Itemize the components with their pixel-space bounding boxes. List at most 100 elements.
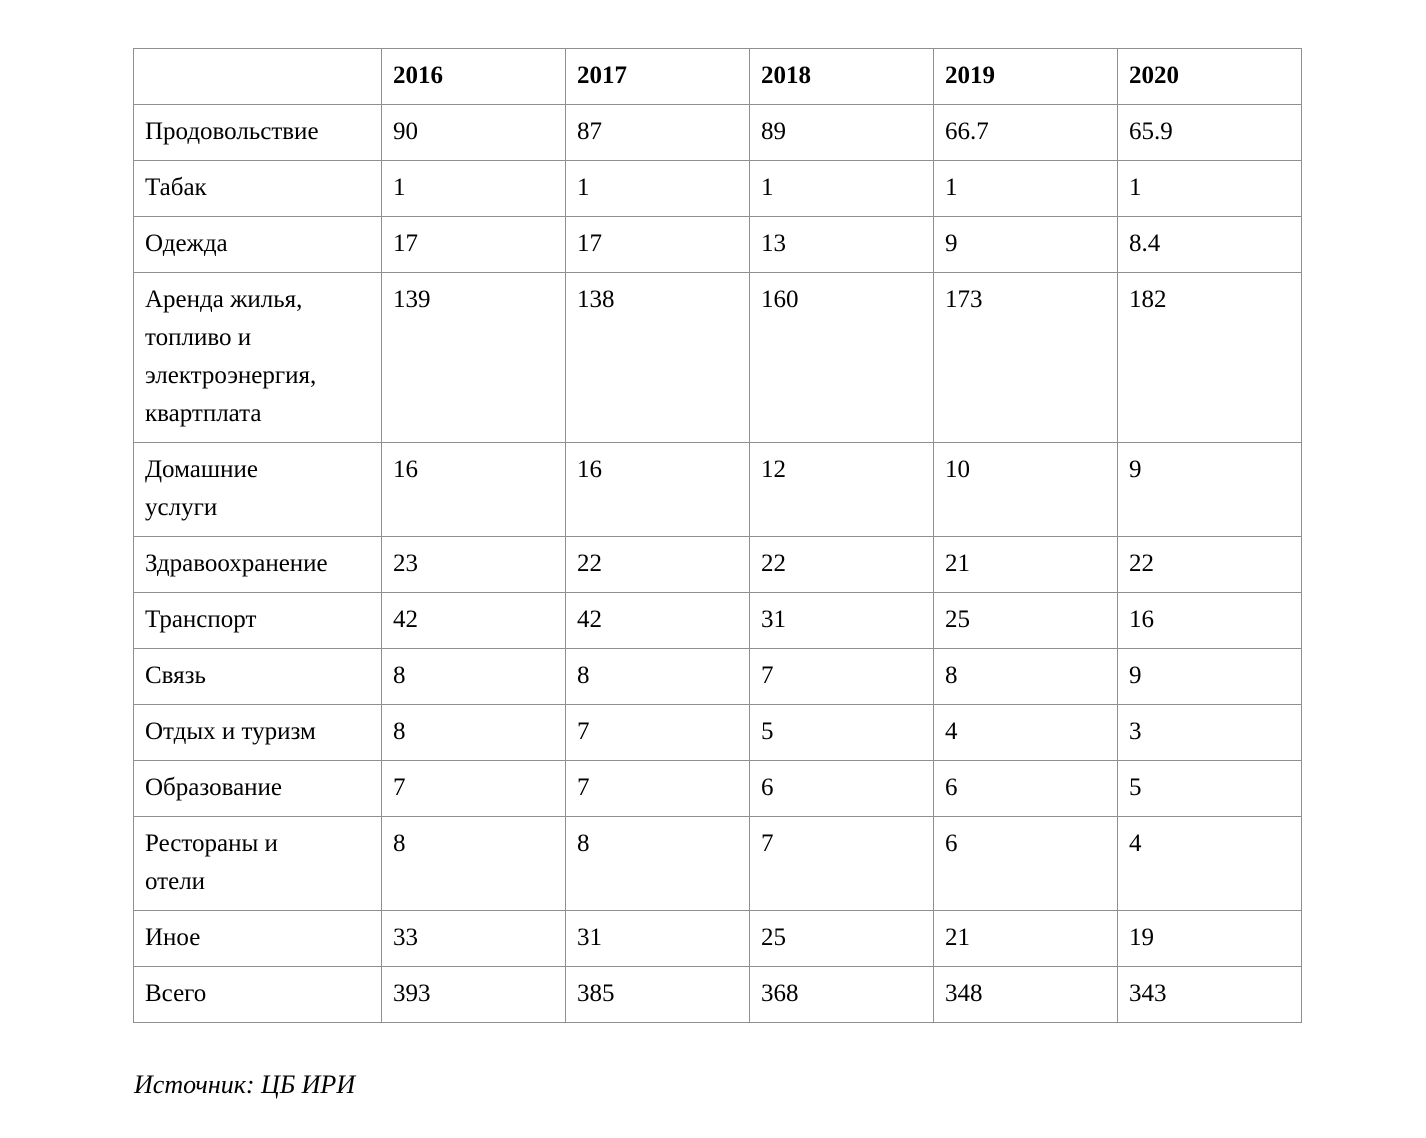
row-label-cell: Одежда [133, 216, 382, 273]
value-cell: 7 [381, 760, 566, 817]
value-cell: 65.9 [1117, 104, 1302, 161]
value-cell: 6 [933, 760, 1118, 817]
value-cell: 348 [933, 966, 1118, 1023]
value-cell: 139 [381, 272, 566, 443]
table-row: Иное 33 31 25 21 19 [133, 910, 1302, 967]
value-cell: 89 [749, 104, 934, 161]
value-cell: 22 [1117, 536, 1302, 593]
year-column-header: 2018 [749, 48, 934, 105]
table-row: Рестораны и отели 8 8 7 6 4 [133, 816, 1302, 911]
value-cell: 19 [1117, 910, 1302, 967]
value-cell: 4 [933, 704, 1118, 761]
row-label-cell: Здравоохранение [133, 536, 382, 593]
value-cell: 12 [749, 442, 934, 537]
value-cell: 8 [381, 648, 566, 705]
value-cell: 6 [933, 816, 1118, 911]
row-label-cell: Всего [133, 966, 382, 1023]
table-row: Здравоохранение 23 22 22 21 22 [133, 536, 1302, 593]
row-label-cell: Транспорт [133, 592, 382, 649]
value-cell: 4 [1117, 816, 1302, 911]
value-cell: 385 [565, 966, 750, 1023]
value-cell: 33 [381, 910, 566, 967]
value-cell: 8 [565, 816, 750, 911]
table-row: Транспорт 42 42 31 25 16 [133, 592, 1302, 649]
value-cell: 5 [1117, 760, 1302, 817]
value-cell: 17 [381, 216, 566, 273]
value-cell: 87 [565, 104, 750, 161]
value-cell: 1 [381, 160, 566, 217]
value-cell: 23 [381, 536, 566, 593]
value-cell: 6 [749, 760, 934, 817]
source-note: Источник: ЦБ ИРИ [134, 1070, 356, 1099]
value-cell: 7 [749, 648, 934, 705]
value-cell: 182 [1117, 272, 1302, 443]
value-cell: 25 [933, 592, 1118, 649]
value-cell: 31 [565, 910, 750, 967]
value-cell: 3 [1117, 704, 1302, 761]
value-cell: 90 [381, 104, 566, 161]
expenditure-table: 2016 2017 2018 2019 2020 Продовольствие 90 87 8… [133, 48, 1302, 1023]
value-cell: 16 [565, 442, 750, 537]
row-label-cell: Рестораны и отели [133, 816, 382, 911]
table-header-row: 2016 2017 2018 2019 2020 [133, 48, 1302, 105]
value-cell: 66.7 [933, 104, 1118, 161]
value-cell: 16 [1117, 592, 1302, 649]
row-label-cell: Образование [133, 760, 382, 817]
value-cell: 7 [749, 816, 934, 911]
row-label-cell: Иное [133, 910, 382, 967]
value-cell: 17 [565, 216, 750, 273]
table-row: Табак 1 1 1 1 1 [133, 160, 1302, 217]
table-row: Аренда жилья, топливо и электроэнергия, … [133, 272, 1302, 443]
value-cell: 368 [749, 966, 934, 1023]
row-label-cell: Аренда жилья, топливо и электроэнергия, … [133, 272, 382, 443]
value-cell: 9 [1117, 648, 1302, 705]
value-cell: 42 [565, 592, 750, 649]
value-cell: 7 [565, 704, 750, 761]
year-column-header: 2016 [381, 48, 566, 105]
value-cell: 1 [565, 160, 750, 217]
value-cell: 22 [749, 536, 934, 593]
value-cell: 42 [381, 592, 566, 649]
value-cell: 31 [749, 592, 934, 649]
value-cell: 21 [933, 910, 1118, 967]
value-cell: 13 [749, 216, 934, 273]
row-label-cell: Связь [133, 648, 382, 705]
value-cell: 16 [381, 442, 566, 537]
table-row: Образование 7 7 6 6 5 [133, 760, 1302, 817]
year-column-header: 2020 [1117, 48, 1302, 105]
table-row: Связь 8 8 7 8 9 [133, 648, 1302, 705]
value-cell: 8 [381, 704, 566, 761]
value-cell: 1 [933, 160, 1118, 217]
value-cell: 160 [749, 272, 934, 443]
table-row: Всего 393 385 368 348 343 [133, 966, 1302, 1023]
document-page: 2016 2017 2018 2019 2020 Продовольствие 90 87 8… [133, 48, 1302, 1099]
value-cell: 138 [565, 272, 750, 443]
value-cell: 9 [1117, 442, 1302, 537]
row-label-cell: Табак [133, 160, 382, 217]
table-row: Продовольствие 90 87 89 66.7 65.9 [133, 104, 1302, 161]
value-cell: 5 [749, 704, 934, 761]
value-cell: 1 [1117, 160, 1302, 217]
row-label-cell: Домашние услуги [133, 442, 382, 537]
value-cell: 343 [1117, 966, 1302, 1023]
value-cell: 8.4 [1117, 216, 1302, 273]
year-column-header: 2017 [565, 48, 750, 105]
value-cell: 1 [749, 160, 934, 217]
value-cell: 7 [565, 760, 750, 817]
value-cell: 9 [933, 216, 1118, 273]
value-cell: 25 [749, 910, 934, 967]
value-cell: 8 [933, 648, 1118, 705]
table-row: Одежда 17 17 13 9 8.4 [133, 216, 1302, 273]
value-cell: 8 [565, 648, 750, 705]
value-cell: 21 [933, 536, 1118, 593]
year-column-header: 2019 [933, 48, 1118, 105]
value-cell: 8 [381, 816, 566, 911]
value-cell: 393 [381, 966, 566, 1023]
row-label-cell: Продовольствие [133, 104, 382, 161]
table-row: Отдых и туризм 8 7 5 4 3 [133, 704, 1302, 761]
table-row: Домашние услуги 16 16 12 10 9 [133, 442, 1302, 537]
value-cell: 173 [933, 272, 1118, 443]
value-cell: 10 [933, 442, 1118, 537]
corner-header-cell [133, 48, 382, 105]
value-cell: 22 [565, 536, 750, 593]
